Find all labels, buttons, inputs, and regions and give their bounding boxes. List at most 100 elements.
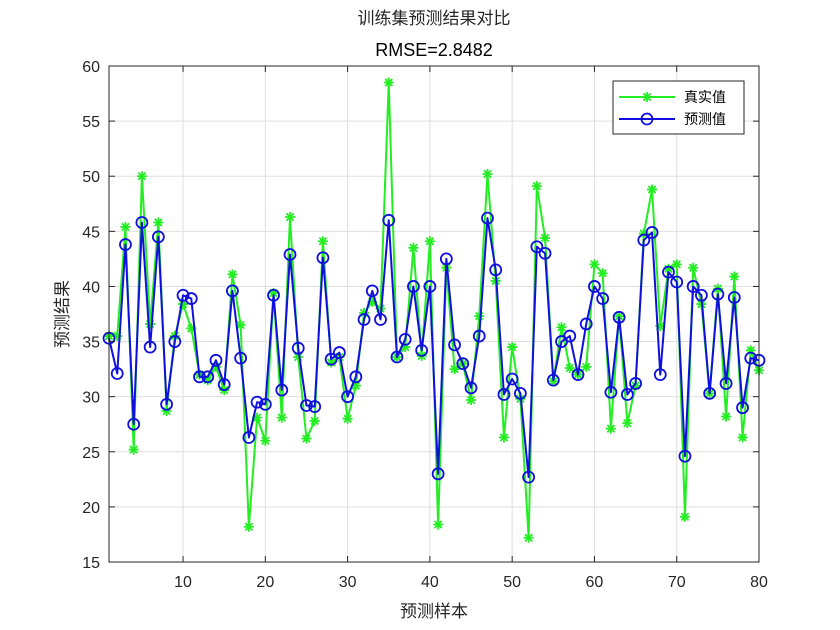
true-value-point [153, 217, 164, 228]
true-value-point [433, 519, 444, 530]
true-value-point [301, 433, 312, 444]
x-tick-label: 40 [421, 574, 439, 591]
predicted-value-point [448, 338, 461, 352]
predicted-value-point [341, 390, 355, 404]
predicted-value-point [151, 230, 165, 244]
true-value-point [729, 271, 740, 282]
predicted-value-point [316, 251, 330, 265]
chart-subtitle: RMSE=2.8482 [375, 40, 493, 60]
true-value-point [449, 364, 460, 375]
predicted-value-point [703, 386, 717, 400]
predicted-value-line [108, 217, 760, 479]
predicted-value-point [431, 467, 445, 481]
true-value-point [424, 236, 435, 247]
predicted-value-point [497, 388, 511, 401]
true-value-point [178, 299, 189, 310]
true-value-point [630, 380, 641, 391]
true-value-point [326, 357, 337, 368]
predicted-value-point [168, 335, 182, 348]
predicted-value-point [184, 292, 198, 305]
tick-labels: 10 20 30 40 50 60 70 80 15 20 25 30 35 40 45 50 55 60 [82, 59, 768, 591]
predicted-value-point [407, 280, 420, 293]
predicted-value-point [398, 332, 412, 346]
true-value-point [342, 413, 353, 424]
predicted-value-point [209, 353, 223, 367]
predicted-value-point [390, 350, 404, 364]
predicted-value-point [374, 313, 387, 326]
predicted-value-point [620, 388, 634, 401]
predicted-value-point [629, 377, 642, 390]
true-value-point [622, 418, 633, 429]
predicted-value-point [604, 385, 618, 399]
true-value-point [548, 376, 559, 387]
predicted-value-point [275, 383, 289, 397]
y-tick-label: 50 [82, 169, 100, 186]
plot-frame [108, 65, 760, 563]
predicted-value-point [645, 226, 659, 239]
true-value-point [564, 363, 575, 374]
true-value-point [202, 375, 213, 386]
true-value-point [556, 322, 567, 333]
x-tick-label: 50 [503, 574, 521, 591]
y-tick-label: 30 [82, 390, 100, 407]
predicted-value-point [563, 329, 577, 343]
predicted-value-point [538, 246, 552, 260]
true-value-point [317, 236, 328, 247]
predicted-value-point [579, 317, 593, 331]
predicted-value-point [686, 280, 700, 293]
true-value-point [737, 432, 748, 443]
predicted-value-point [160, 397, 173, 411]
true-value-point [540, 232, 551, 243]
predicted-value-point [719, 377, 733, 390]
true-value-point [145, 318, 156, 329]
true-value-point [614, 311, 625, 322]
predicted-value-point [711, 287, 725, 301]
legend-label: 真实值 [684, 90, 726, 106]
predicted-value-point [324, 352, 338, 366]
true-value-point [260, 435, 271, 446]
predicted-value-point [234, 351, 248, 365]
y-tick-label: 20 [82, 500, 100, 517]
predicted-value-point [300, 399, 313, 412]
predicted-value-point [530, 240, 544, 254]
true-value-point [309, 415, 320, 426]
predicted-value-point [522, 470, 536, 484]
predicted-value-point [505, 372, 519, 386]
y-tick-label: 15 [82, 555, 100, 572]
true-value-point [531, 181, 542, 192]
predicted-value-point [736, 401, 749, 415]
true-value-point [498, 432, 509, 443]
plot-area [109, 66, 759, 562]
predicted-value-point [242, 431, 256, 444]
true-value-point [350, 380, 361, 391]
predicted-value-point [653, 368, 667, 382]
predicted-value-point [365, 284, 379, 298]
predicted-value-point [481, 211, 494, 225]
true-value-point [474, 311, 485, 322]
predicted-value-point [415, 343, 429, 357]
predicted-value-point [382, 213, 396, 227]
legend-entry: 预测值 [619, 112, 726, 128]
true-value-point [136, 171, 147, 182]
true-value-point [647, 184, 658, 195]
predicted-value-point [472, 329, 486, 343]
true-value-point [671, 259, 682, 270]
predicted-value-point [308, 400, 322, 413]
true-value-point [523, 532, 534, 543]
predicted-value-point [226, 284, 239, 298]
predicted-value-point [217, 378, 231, 391]
true-value-point [186, 323, 197, 334]
true-value-point [276, 412, 287, 423]
predicted-value-point [489, 263, 503, 277]
true-value-point [688, 262, 699, 273]
true-value-point [161, 405, 172, 416]
true-value-point [581, 361, 592, 372]
chart-title: 训练集预测结果对比 [358, 9, 511, 29]
true-value-point [466, 394, 477, 405]
predicted-value-point [637, 233, 651, 247]
x-tick-label: 60 [586, 574, 604, 591]
predicted-value-point [439, 252, 453, 266]
true-value-point [268, 288, 279, 299]
